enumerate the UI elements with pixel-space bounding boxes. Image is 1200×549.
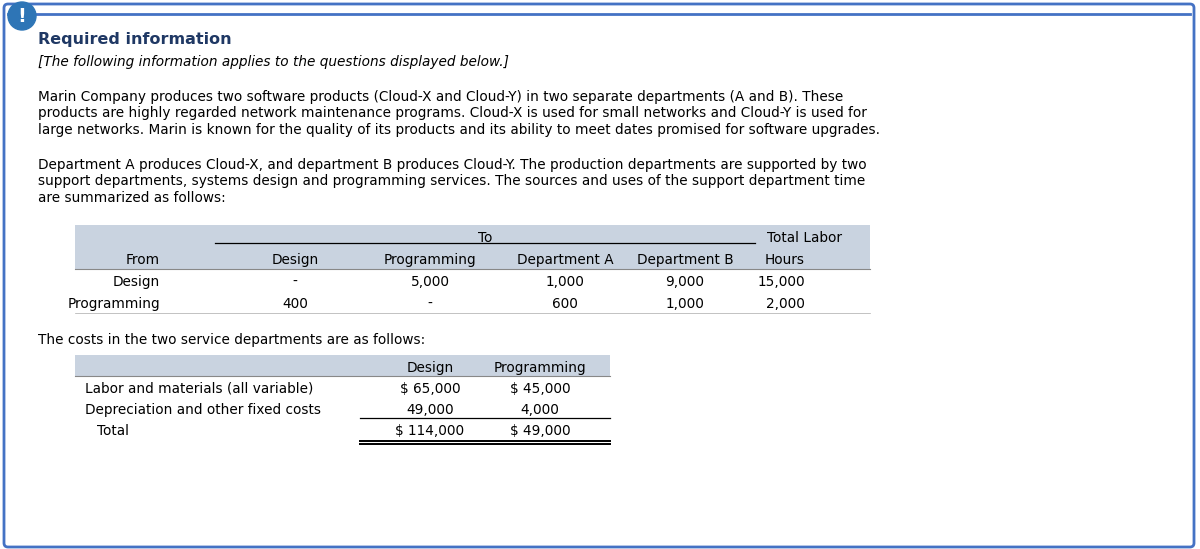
Text: Programming: Programming [384,253,476,267]
Text: Department B: Department B [637,253,733,267]
Text: $ 45,000: $ 45,000 [510,382,570,396]
Text: Design: Design [113,275,160,289]
Text: Total Labor: Total Labor [768,231,842,245]
Text: Programming: Programming [67,297,160,311]
Text: are summarized as follows:: are summarized as follows: [38,191,226,204]
Text: Design: Design [271,253,319,267]
Text: $ 49,000: $ 49,000 [510,424,570,438]
Bar [74,225,870,269]
Text: large networks. Marin is known for the quality of its products and its ability t: large networks. Marin is known for the q… [38,123,880,137]
Text: !: ! [18,7,26,25]
Text: 2,000: 2,000 [766,297,805,311]
Text: 5,000: 5,000 [410,275,450,289]
Text: 4,000: 4,000 [521,403,559,417]
Circle shape [8,2,36,30]
Text: Marin Company produces two software products (Cloud-X and Cloud-Y) in two separa: Marin Company produces two software prod… [38,90,844,104]
Text: 15,000: 15,000 [757,275,805,289]
Text: $ 65,000: $ 65,000 [400,382,461,396]
Text: 600: 600 [552,297,578,311]
Text: 9,000: 9,000 [666,275,704,289]
Text: Hours: Hours [766,253,805,267]
Text: [The following information applies to the questions displayed below.]: [The following information applies to th… [38,55,509,69]
Bar [74,355,610,376]
Text: Department A produces Cloud-X, and department B produces Cloud-Y. The production: Department A produces Cloud-X, and depar… [38,158,866,171]
Text: -: - [293,275,298,289]
Text: Programming: Programming [493,361,587,375]
Text: $ 114,000: $ 114,000 [396,424,464,438]
Text: -: - [427,297,432,311]
Text: Depreciation and other fixed costs: Depreciation and other fixed costs [85,403,322,417]
Text: Department A: Department A [517,253,613,267]
FancyBboxPatch shape [4,4,1194,547]
Text: From: From [126,253,160,267]
Text: Required information: Required information [38,32,232,47]
Text: 400: 400 [282,297,308,311]
Text: 1,000: 1,000 [666,297,704,311]
Text: To: To [478,231,492,245]
Text: products are highly regarded network maintenance programs. Cloud-X is used for s: products are highly regarded network mai… [38,107,866,120]
Text: support departments, systems design and programming services. The sources and us: support departments, systems design and … [38,174,865,188]
Text: 1,000: 1,000 [546,275,584,289]
Text: Total: Total [97,424,130,438]
Text: Design: Design [407,361,454,375]
Text: Labor and materials (all variable): Labor and materials (all variable) [85,382,313,396]
Text: 49,000: 49,000 [406,403,454,417]
Text: The costs in the two service departments are as follows:: The costs in the two service departments… [38,333,425,347]
